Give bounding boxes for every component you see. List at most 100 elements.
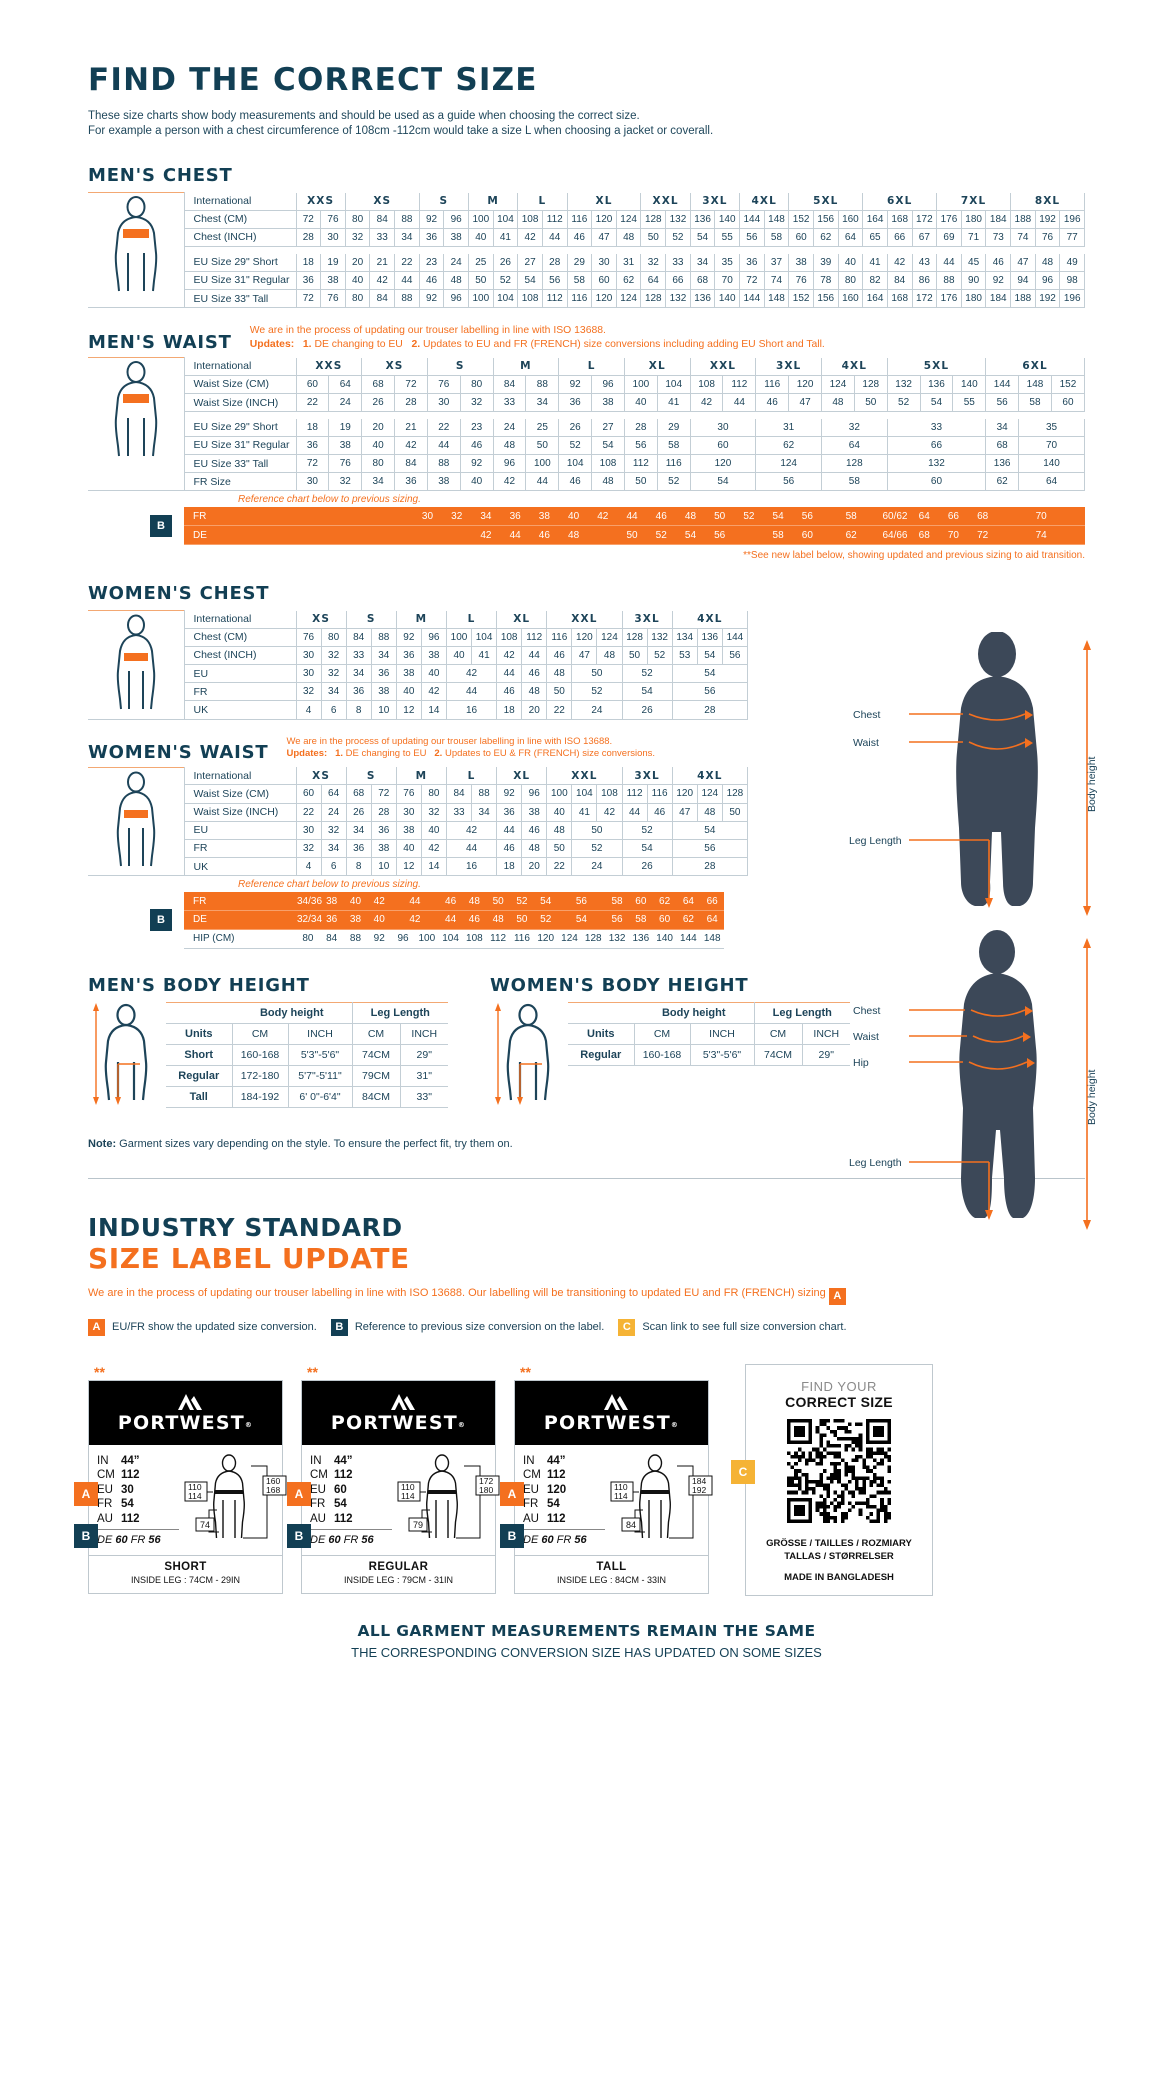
data-cell: 52 [657, 472, 691, 492]
bh-cell: 29" [400, 1044, 448, 1066]
spec-value: 112 [121, 1469, 140, 1482]
height-value-a: 184 [692, 1476, 706, 1486]
spec-divider [310, 1529, 392, 1531]
spec-key: EU [310, 1483, 326, 1496]
data-cell: 88 [371, 628, 397, 647]
spec-value: 44” [121, 1454, 140, 1467]
data-cell: 30 [296, 664, 322, 684]
previous-sizing-row: B FR 34/36 38 40 42 44 46 48 50 52 54 56 58 60 62 64 66 [88, 892, 748, 949]
data-cell: 112 [521, 628, 548, 647]
data-cell: 136 [697, 628, 723, 647]
data-cell: 6 [321, 700, 347, 720]
waist-value-a: 110 [614, 1482, 628, 1492]
data-cell: 80 [321, 628, 347, 647]
data-cell: 48 [821, 393, 855, 413]
data-cell: 108 [517, 210, 543, 229]
size-table: International XS S M L XL XXL 3XL 4XL Waist Size … [88, 766, 749, 877]
label-measurement-diagram: 110 114 184 192 84 [609, 1453, 713, 1551]
data-cell: 192 [1035, 210, 1061, 229]
data-cell: 72 [296, 210, 322, 229]
previous-sizing-cell: 68 [909, 525, 939, 545]
data-cell: 50 [622, 646, 648, 666]
qr-footer-line3: MADE IN BANGLADESH [784, 1571, 894, 1583]
data-cell: 38 [521, 803, 548, 822]
model-label-hip-f: Hip [853, 1057, 869, 1069]
bh-row-label: Regular [166, 1065, 233, 1087]
size-group-m: M [493, 357, 560, 376]
womens-waist-section: WOMEN'S WAIST We are in the process of u… [88, 736, 749, 949]
data-cell: 42 [496, 646, 523, 666]
data-cell: 88 [936, 271, 962, 290]
data-cell: 140 [714, 289, 741, 309]
data-cell: 33 [446, 803, 473, 822]
prev-fr: FR 56 [343, 1534, 374, 1547]
body-height-table: Body height Leg Length Units CM INCH CM INCH Re… [568, 1001, 850, 1066]
data-cell: 116 [657, 454, 691, 474]
table-row: Waist Size (CM) 60 64 68 72 76 80 84 88 92 96 100 10… [88, 784, 749, 804]
industry-paragraph: We are in the process of updating our tr… [88, 1287, 1085, 1305]
spec-value: 30 [121, 1483, 134, 1496]
data-cell: 29 [567, 253, 593, 272]
table-header-row: International XXS XS S M L XL XXL 3XL 4XL 5XL 6XL [88, 357, 1085, 492]
previous-sizing-cell: 80 [296, 929, 320, 949]
label-brand-header: PORTWEST® [302, 1380, 495, 1445]
data-cell: 54 [697, 646, 723, 666]
row-label: EU Size 31" Regular [184, 436, 297, 456]
data-cell: 35 [1018, 418, 1085, 437]
spec-key: CM [97, 1469, 115, 1482]
data-cell: 66 [887, 228, 913, 248]
bh-group-leg-length: Leg Length [754, 1001, 850, 1024]
data-cell: 22 [296, 393, 330, 413]
data-cell: 100 [525, 454, 560, 474]
previous-sizing-cell: 116 [510, 929, 534, 949]
data-cell: 40 [361, 436, 396, 456]
legend-text-a: EU/FR show the updated size conversion. [112, 1321, 317, 1334]
data-cell: 188 [1010, 210, 1036, 229]
data-cell: 35 [714, 253, 741, 272]
data-cell: 38 [427, 472, 461, 492]
previous-sizing-cell: 68 [968, 507, 998, 527]
data-cell: 66 [887, 436, 987, 456]
bh-cell: 5'3"-5'6" [690, 1044, 755, 1066]
data-cell: 192 [1035, 289, 1061, 309]
data-cell: 47 [788, 393, 822, 413]
data-cell: 32 [321, 646, 347, 666]
badge-b: B [150, 909, 172, 932]
previous-sizing-cell: 54 [533, 892, 558, 912]
data-cell: 116 [647, 784, 673, 804]
size-group-s: S [346, 767, 397, 786]
previous-sizing-cell: 104 [438, 929, 463, 949]
data-cell: 32 [460, 393, 494, 413]
update-1-num: 1. [302, 338, 312, 350]
spec-value: 112 [334, 1512, 353, 1525]
data-cell: 26 [346, 803, 372, 822]
data-cell: 32 [821, 418, 888, 437]
data-cell: 56 [672, 839, 749, 859]
data-cell: 24 [328, 393, 363, 413]
label-footer: REGULAR INSIDE LEG : 79CM - 31IN [302, 1554, 495, 1593]
model-label-chest: Chest [853, 709, 881, 721]
data-cell: 38 [396, 664, 422, 684]
data-cell: 36 [394, 472, 428, 492]
womens-waist-table: International XS S M L XL XXL 3XL 4XL Waist Size … [88, 766, 749, 877]
data-cell: 38 [443, 228, 469, 248]
previous-sizing-cell: 44 [617, 507, 647, 527]
data-cell: 124 [755, 454, 822, 474]
previous-sizing-cell: 56 [705, 525, 735, 545]
data-cell: 12 [396, 857, 422, 877]
data-cell: 48 [521, 682, 548, 702]
previous-sizing-cell: 64 [676, 892, 701, 912]
previous-sizing-cell: 60/62 [880, 507, 910, 527]
label-footer: TALL INSIDE LEG : 84CM - 33IN [515, 1554, 708, 1593]
data-cell: 80 [838, 271, 864, 290]
data-cell: 45 [961, 253, 987, 272]
data-cell: 44 [521, 646, 548, 666]
data-cell: 34 [346, 664, 372, 684]
brand-registered-mark: ® [457, 1420, 467, 1429]
legend-tag-b: B [330, 1318, 348, 1336]
label-asterisks: ** [307, 1363, 318, 1380]
spec-row-fr: FR 54 [523, 1497, 605, 1512]
spec-value: 112 [547, 1469, 566, 1482]
womens-chest-table: International XS S M L XL XXL 3XL 4XL Chest (CM) 7… [88, 610, 749, 720]
data-cell: 22 [546, 857, 573, 877]
